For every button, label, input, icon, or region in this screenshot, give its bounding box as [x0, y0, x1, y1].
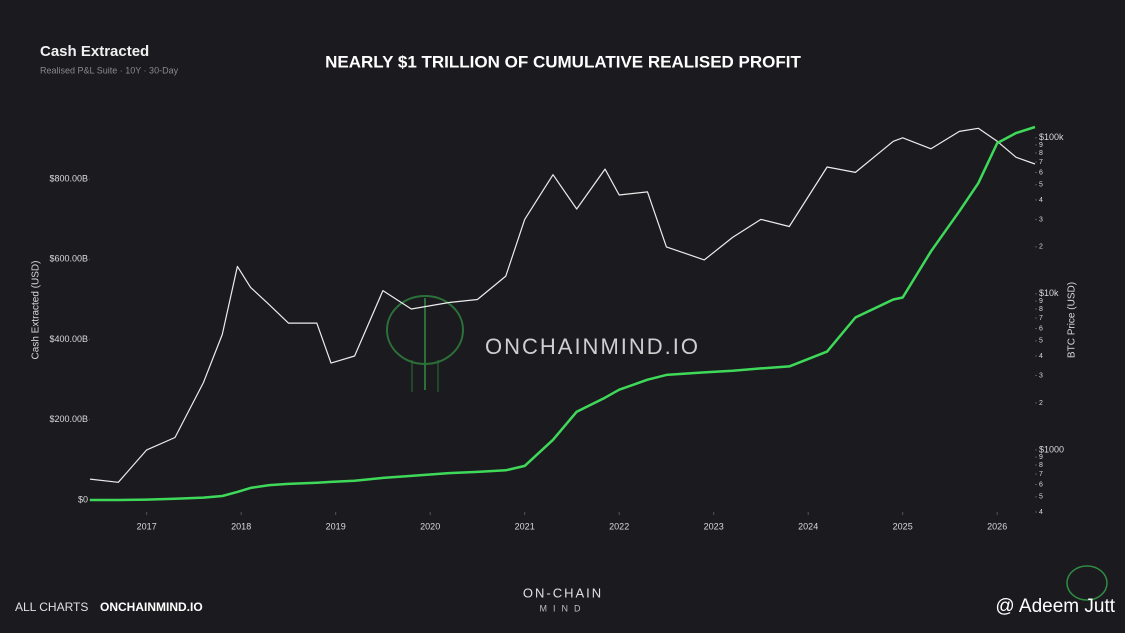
- y2-tick-label: 8: [1039, 306, 1043, 313]
- brand-bottom: MIND: [540, 603, 587, 613]
- corner-icon: [1066, 565, 1108, 601]
- y2-tick-label: 4: [1039, 197, 1043, 204]
- y2-tick-label: 9: [1039, 298, 1043, 305]
- y-tick-label: $600.00B: [49, 254, 88, 264]
- headline: NEARLY $1 TRILLION OF CUMULATIVE REALISE…: [325, 52, 801, 71]
- y2-tick-label: 5: [1039, 338, 1043, 345]
- y-tick-label: $0: [78, 494, 88, 504]
- y2-tick-label: 8: [1039, 462, 1043, 469]
- y2-tick-label: $100k: [1039, 132, 1064, 142]
- y2-tick-label: 3: [1039, 372, 1043, 379]
- y2-tick-label: 4: [1039, 509, 1043, 516]
- y2-tick-label: 8: [1039, 150, 1043, 157]
- y-tick-label: $800.00B: [49, 174, 88, 184]
- y2-tick-label: 3: [1039, 216, 1043, 223]
- y2-tick-label: 5: [1039, 494, 1043, 501]
- footer-label: ALL CHARTS: [15, 600, 88, 614]
- x-tick-label: 2021: [515, 521, 535, 531]
- x-tick-label: 2018: [231, 521, 251, 531]
- y2-tick-label: 6: [1039, 481, 1043, 488]
- x-tick-label: 2025: [893, 521, 913, 531]
- y2-tick-label: 6: [1039, 325, 1043, 332]
- y-tick-label: $400.00B: [49, 334, 88, 344]
- x-tick-label: 2019: [326, 521, 346, 531]
- watermark-icon: [386, 295, 464, 392]
- footer-link[interactable]: ONCHAINMIND.IO: [100, 600, 203, 614]
- cash-line: [90, 125, 1036, 502]
- y2-tick-label: 6: [1039, 169, 1043, 176]
- y2-tick-label: $1000: [1039, 444, 1064, 454]
- y-axis-label: Cash Extracted (USD): [31, 261, 42, 360]
- y2-tick-label: 7: [1039, 471, 1043, 478]
- x-tick-label: 2017: [137, 521, 157, 531]
- x-tick-label: 2022: [609, 521, 629, 531]
- x-tick-label: 2023: [704, 521, 724, 531]
- chart-subtitle: Realised P&L Suite · 10Y · 30-Day: [40, 65, 179, 75]
- price-line: [89, 127, 1036, 483]
- brand-top: ON-CHAIN: [523, 585, 603, 600]
- y2-tick-label: 5: [1039, 182, 1043, 189]
- y2-tick-label: $10k: [1039, 288, 1059, 298]
- chart-title: Cash Extracted: [40, 43, 149, 60]
- y-tick-label: $200.00B: [49, 414, 88, 424]
- x-tick-label: 2020: [420, 521, 440, 531]
- y2-tick-label: 4: [1039, 353, 1043, 360]
- y2-tick-label: 9: [1039, 454, 1043, 461]
- y2-tick-label: 7: [1039, 315, 1043, 322]
- x-tick-label: 2026: [987, 521, 1007, 531]
- y2-axis-label: BTC Price (USD): [1067, 282, 1078, 358]
- y2-tick-label: 2: [1039, 400, 1043, 407]
- credit: @ Adeem Jutt: [995, 596, 1115, 617]
- y2-tick-label: 7: [1039, 159, 1043, 166]
- y2-tick-label: 2: [1039, 244, 1043, 251]
- y2-tick-label: 9: [1039, 142, 1043, 149]
- watermark: ONCHAINMIND.IO: [485, 334, 700, 359]
- x-tick-label: 2024: [798, 521, 818, 531]
